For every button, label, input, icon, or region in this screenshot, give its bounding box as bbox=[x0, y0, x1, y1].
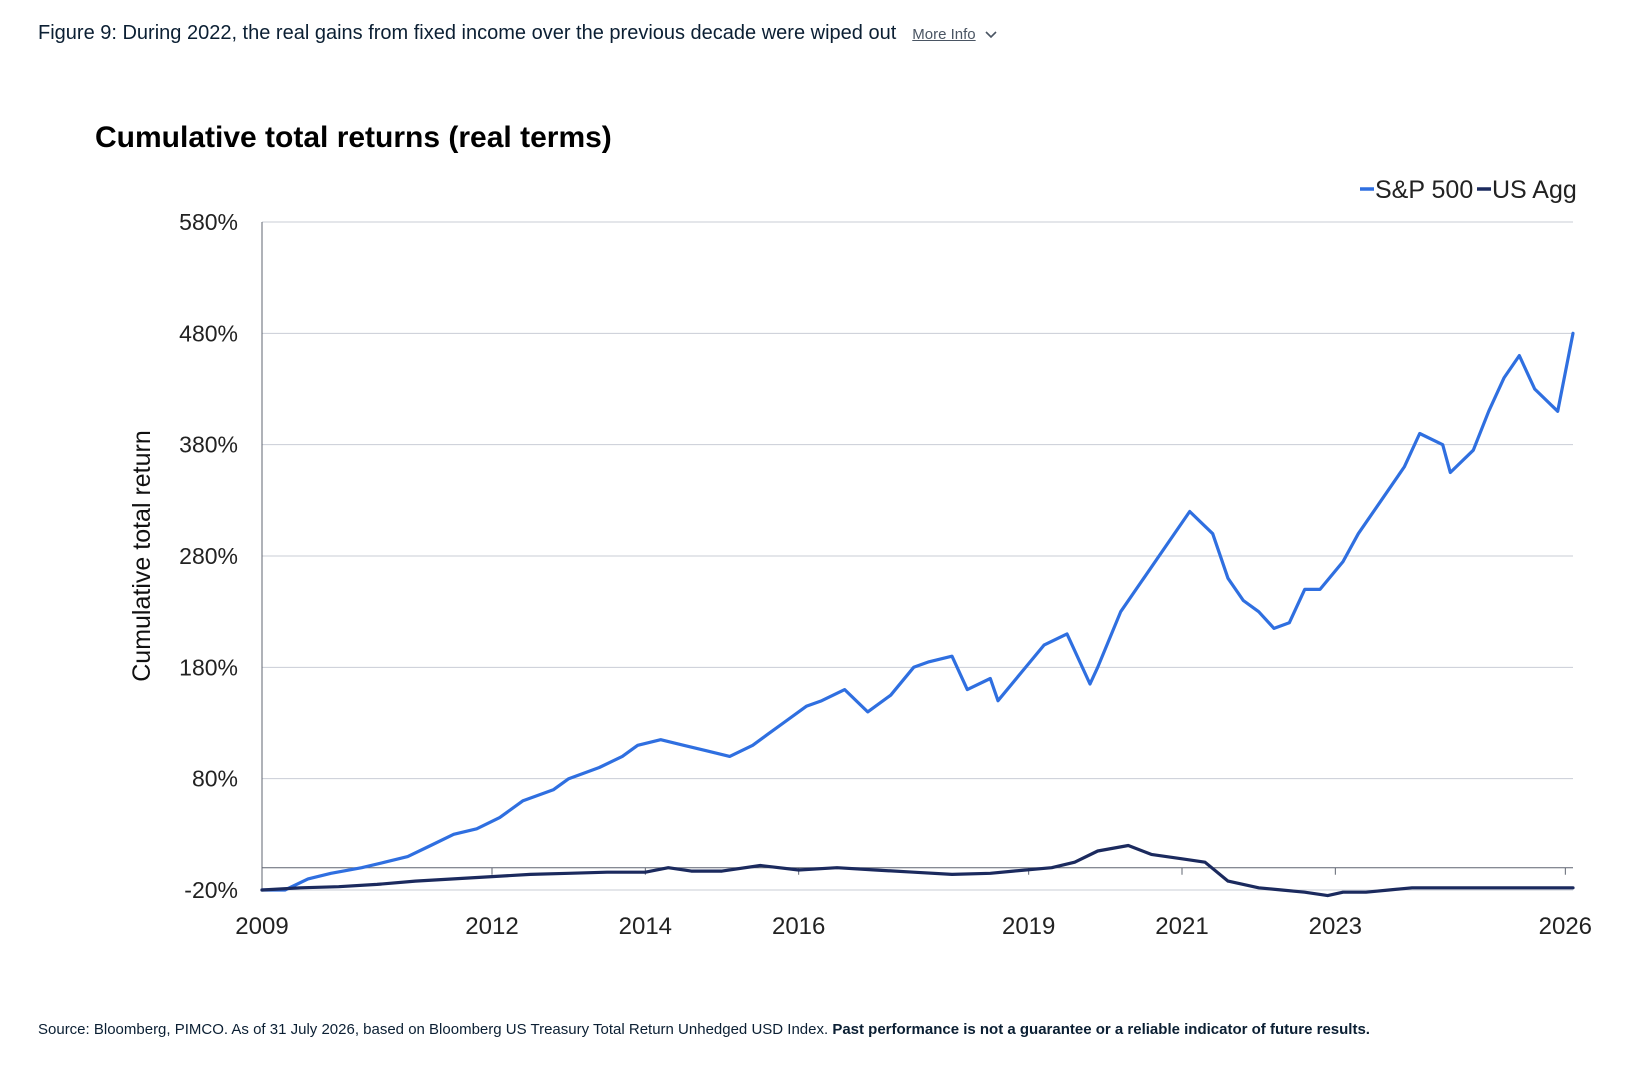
y-tick-label: 80% bbox=[192, 766, 238, 792]
y-tick-label: 380% bbox=[179, 432, 238, 458]
y-tick-label: 480% bbox=[179, 320, 238, 346]
x-tick-label: 2009 bbox=[235, 913, 288, 940]
more-info-label: More Info bbox=[912, 26, 976, 43]
y-tick-label: -20% bbox=[184, 877, 238, 903]
x-tick-label: 2012 bbox=[465, 913, 518, 940]
y-tick-label: 280% bbox=[179, 543, 238, 569]
x-tick-label: 2019 bbox=[1002, 913, 1055, 940]
y-tick-label: 180% bbox=[179, 654, 238, 680]
y-axis-label: Cumulative total return bbox=[128, 430, 156, 682]
legend-entry: S&P 500 bbox=[1375, 176, 1473, 204]
chart-title: Cumulative total returns (real terms) bbox=[95, 121, 612, 154]
legend-entry: US Agg bbox=[1492, 176, 1577, 204]
line-chart: Cumulative total returns (real terms) -20… bbox=[95, 121, 1592, 940]
y-tick-label: 580% bbox=[179, 209, 238, 235]
x-tick-label: 2014 bbox=[619, 913, 672, 940]
more-info-toggle[interactable]: More Info bbox=[912, 26, 997, 43]
disclaimer-text: Past performance is not a guarantee or a… bbox=[832, 1021, 1370, 1038]
x-tick-label: 2023 bbox=[1309, 913, 1362, 940]
us-agg-line bbox=[260, 843, 1575, 898]
source-text: Source: Bloomberg, PIMCO. As of 31 July … bbox=[38, 1021, 829, 1038]
chevron-down-icon bbox=[985, 30, 997, 38]
x-tick-label: 2021 bbox=[1155, 913, 1208, 940]
sp500-line bbox=[260, 331, 1575, 892]
x-tick-label: 2016 bbox=[772, 913, 825, 940]
source-note: Source: Bloomberg, PIMCO. As of 31 July … bbox=[38, 1021, 1370, 1038]
figure-header: Figure 9: During 2022, the real gains fr… bbox=[38, 22, 998, 45]
figure-caption: Figure 9: During 2022, the real gains fr… bbox=[38, 22, 897, 44]
x-tick-label: 2026 bbox=[1539, 913, 1592, 940]
